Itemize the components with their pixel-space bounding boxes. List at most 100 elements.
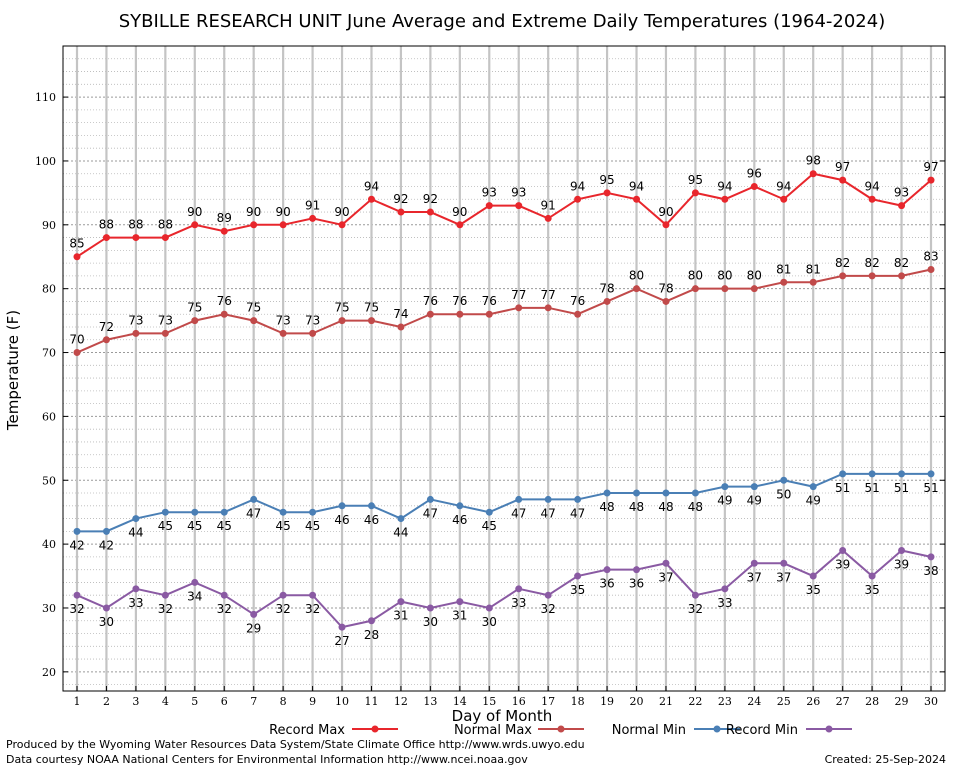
data-label: 91: [541, 198, 556, 212]
data-point: [309, 214, 317, 222]
data-label: 76: [570, 294, 585, 308]
x-tick-label: 1: [74, 695, 81, 708]
data-label: 32: [217, 602, 232, 616]
legend-marker: [371, 725, 379, 733]
data-label: 76: [423, 294, 438, 308]
data-point: [868, 272, 876, 280]
y-tick-label: 70: [42, 347, 56, 360]
data-point: [633, 195, 641, 203]
data-point: [367, 502, 375, 510]
series-line: [76, 549, 932, 629]
data-label: 97: [923, 160, 938, 174]
series-layer: 85 88 88 88 90 89 90 90 91 90 94 92 92 90 93 93 91 94 95 94…: [69, 154, 938, 648]
x-tick-label: 7: [250, 695, 257, 708]
y-tick-label: 50: [42, 474, 56, 487]
data-point: [721, 483, 729, 491]
x-tick-label: 29: [895, 695, 909, 708]
legend-label: Record Max: [269, 723, 345, 738]
data-point: [102, 604, 110, 612]
data-label: 33: [717, 596, 732, 610]
data-label: 92: [393, 192, 408, 206]
data-label: 83: [923, 250, 938, 264]
legend-marker: [713, 725, 721, 733]
data-point: [927, 266, 935, 274]
data-point: [691, 189, 699, 197]
legend-entry: Record Min: [726, 723, 852, 738]
data-point: [132, 329, 140, 337]
data-label: 85: [69, 237, 84, 251]
data-point: [250, 317, 258, 325]
data-label: 94: [364, 179, 379, 193]
data-point: [603, 297, 611, 305]
data-point: [662, 297, 670, 305]
footer-created: Created: 25-Sep-2024: [825, 753, 946, 766]
data-label: 49: [747, 494, 762, 508]
x-tick-label: 30: [924, 695, 938, 708]
data-point: [515, 495, 523, 503]
data-label: 35: [806, 583, 821, 597]
data-point: [839, 470, 847, 478]
data-label: 73: [158, 313, 173, 327]
data-point: [338, 623, 346, 631]
x-tick-label: 26: [806, 695, 820, 708]
data-label: 32: [69, 602, 84, 616]
data-label: 48: [629, 500, 644, 514]
x-tick-label: 13: [423, 695, 437, 708]
data-label: 94: [629, 179, 644, 193]
data-label: 76: [482, 294, 497, 308]
data-point: [338, 221, 346, 229]
legend-label: Normal Min: [612, 723, 686, 738]
data-label: 44: [128, 526, 143, 540]
data-point: [780, 476, 788, 484]
data-label: 45: [305, 519, 320, 533]
legend-marker: [557, 725, 565, 733]
data-label: 94: [776, 179, 791, 193]
data-point: [544, 591, 552, 599]
data-point: [220, 508, 228, 516]
data-point: [250, 610, 258, 618]
data-point: [426, 310, 434, 318]
data-point: [544, 495, 552, 503]
data-label: 32: [541, 602, 556, 616]
data-label: 70: [69, 333, 84, 347]
data-point: [220, 310, 228, 318]
y-tick-label: 60: [42, 410, 56, 423]
data-point: [73, 349, 81, 357]
data-point: [574, 572, 582, 580]
data-point: [485, 508, 493, 516]
data-label: 82: [835, 256, 850, 270]
data-label: 30: [423, 615, 438, 629]
data-point: [279, 329, 287, 337]
data-label: 46: [452, 513, 467, 527]
data-point: [603, 489, 611, 497]
data-point: [161, 591, 169, 599]
data-point: [367, 317, 375, 325]
data-point: [780, 559, 788, 567]
legend: Record Max Normal Max Normal Min Record Min: [269, 723, 852, 738]
data-label: 51: [894, 481, 909, 495]
data-point: [102, 527, 110, 535]
data-point: [73, 591, 81, 599]
data-label: 80: [747, 269, 762, 283]
data-label: 30: [99, 615, 114, 629]
data-label: 38: [923, 564, 938, 578]
data-label: 47: [511, 506, 526, 520]
data-label: 48: [599, 500, 614, 514]
data-point: [367, 195, 375, 203]
data-label: 98: [806, 154, 821, 168]
data-point: [809, 278, 817, 286]
series-line: [76, 268, 932, 354]
data-label: 75: [187, 301, 202, 315]
x-tick-label: 4: [162, 695, 169, 708]
x-tick-label: 2: [103, 695, 110, 708]
data-label: 94: [717, 179, 732, 193]
data-point: [132, 515, 140, 523]
data-label: 96: [747, 166, 762, 180]
data-point: [721, 285, 729, 293]
data-label: 37: [747, 570, 762, 584]
data-label: 45: [187, 519, 202, 533]
legend-entry: Normal Max: [454, 723, 584, 738]
data-label: 77: [541, 288, 556, 302]
data-label: 72: [99, 320, 114, 334]
